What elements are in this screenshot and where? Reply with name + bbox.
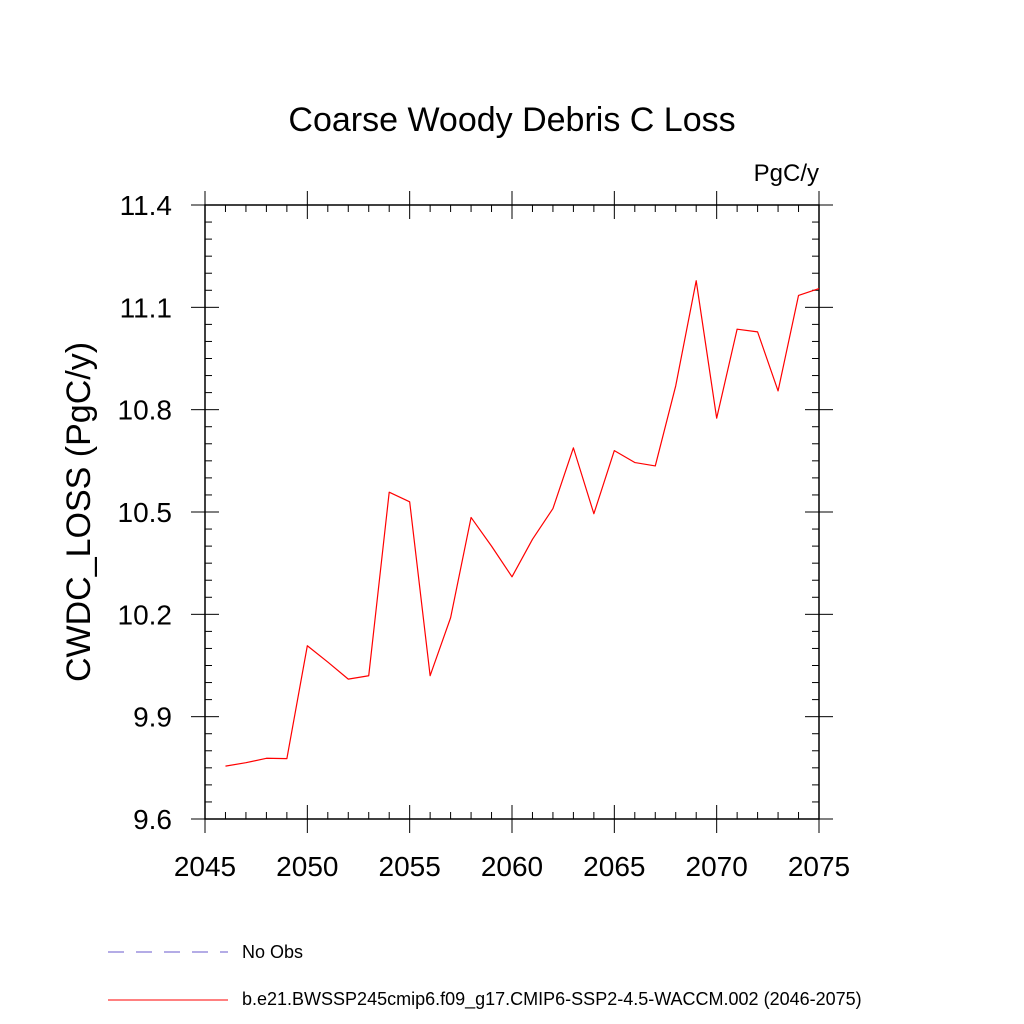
y-tick-label: 11.1: [120, 292, 172, 323]
series-line: [225, 280, 820, 767]
units-label: PgC/y: [754, 160, 819, 187]
x-tick-label: 2045: [174, 851, 236, 882]
y-tick-label: 11.4: [120, 190, 172, 221]
x-tick-label: 2065: [583, 851, 645, 882]
y-tick-label: 10.2: [118, 599, 173, 630]
y-tick-label: 9.6: [133, 804, 172, 835]
tick-labels: 2045 2050 2055 2060 2065 2070 2075 9.6 9.9 10.2 10…: [118, 190, 851, 882]
x-tick-label: 2075: [788, 851, 850, 882]
plot-frame: [204, 204, 820, 820]
x-tick-label: 2070: [686, 851, 748, 882]
chart-title: Coarse Woody Debris C Loss: [288, 101, 735, 139]
series-layer: [225, 280, 820, 767]
x-tick-label: 2060: [481, 851, 543, 882]
x-tick-label: 2055: [379, 851, 441, 882]
y-axis-label: CWDC_LOSS (PgC/y): [60, 342, 98, 682]
tick-marks: [191, 191, 833, 833]
y-tick-label: 10.5: [118, 497, 173, 528]
y-tick-label: 10.8: [118, 395, 173, 426]
x-tick-label: 2050: [276, 851, 338, 882]
y-tick-label: 9.9: [133, 702, 172, 733]
legend: [108, 951, 228, 1001]
